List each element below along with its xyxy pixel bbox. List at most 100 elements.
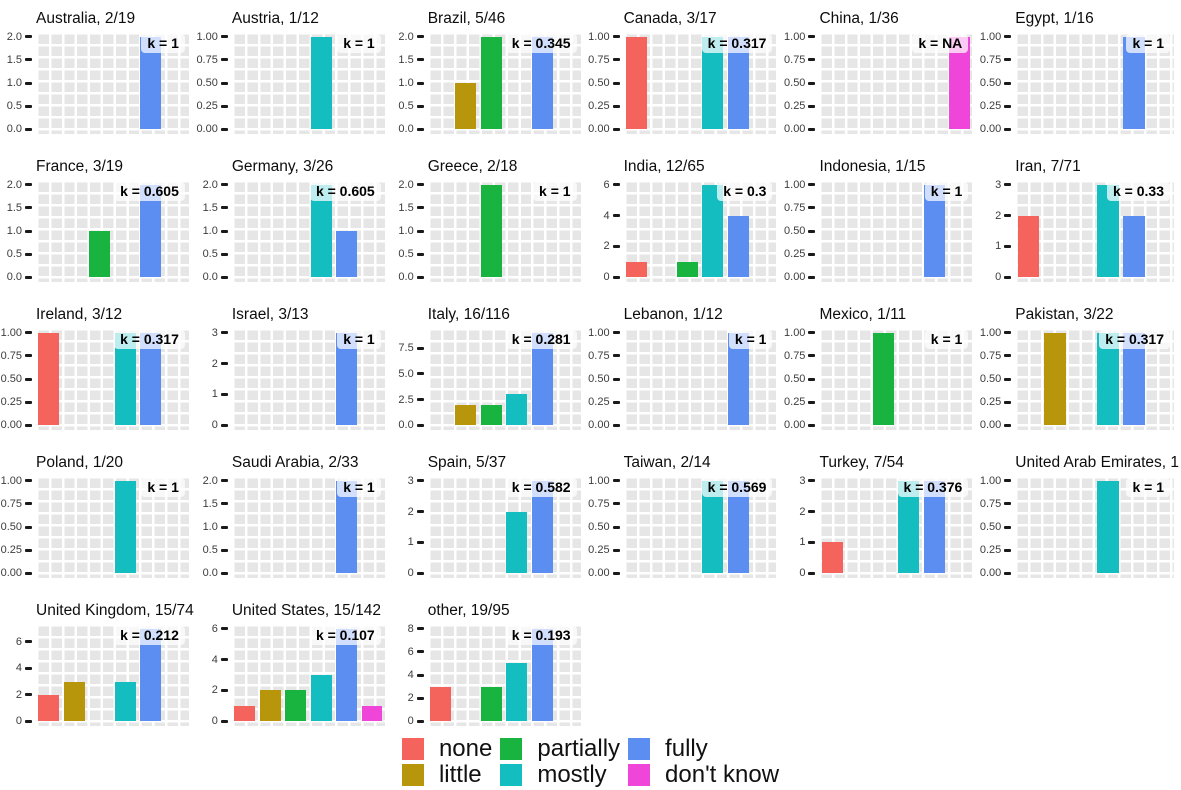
y-tick-label: 3 xyxy=(799,474,806,487)
plot-area: k = 1 xyxy=(36,32,189,134)
legend-item-mostly: mostly xyxy=(500,763,620,787)
y-tick-mark-icon xyxy=(1004,548,1012,552)
y-tick: 0.75 xyxy=(784,202,819,214)
y-tick: 0.25 xyxy=(980,100,1015,112)
y-tick: 0.50 xyxy=(588,373,623,385)
y-tick: 0.00 xyxy=(588,419,623,431)
y-tick: 0.00 xyxy=(196,123,231,135)
y-tick: 6 xyxy=(16,636,36,648)
y-tick-mark-icon xyxy=(25,275,32,279)
y-tick: 0.50 xyxy=(588,77,623,89)
y-tick-label: 0.0 xyxy=(398,419,414,432)
y-tick-label: 1.5 xyxy=(6,201,22,214)
y-axis: 6 4 2 0 xyxy=(196,623,232,727)
panel-title: Mexico, 1/11 xyxy=(819,306,907,323)
y-tick: 0 xyxy=(16,715,36,727)
y-tick: 2.5 xyxy=(398,394,427,406)
facet-panel: Mexico, 1/11 1.00 0.75 0.50 0.25 0.00 k = 1 xyxy=(783,299,979,447)
y-tick: 0.00 xyxy=(588,123,623,135)
facet-panel: Poland, 1/20 1.00 0.75 0.50 0.25 0.00 k = 1 xyxy=(0,447,196,595)
bar-fully xyxy=(727,480,749,574)
bar-fully xyxy=(140,332,162,426)
y-tick-mark-icon xyxy=(612,275,620,279)
y-tick-mark-icon xyxy=(220,81,228,85)
y-tick: 1.0 xyxy=(7,77,36,89)
y-tick-label: 0.50 xyxy=(588,521,610,533)
y-tick: 0.5 xyxy=(203,248,232,260)
plot-area: k = 0.212 xyxy=(36,624,189,726)
bar-mostly xyxy=(114,332,136,426)
y-tick-mark-icon xyxy=(25,206,32,210)
y-tick-mark-icon xyxy=(808,479,816,483)
y-tick-mark-icon xyxy=(25,640,32,644)
y-tick: 0.00 xyxy=(1,419,36,431)
kappa-label: k = 0.582 xyxy=(505,478,577,497)
plot-area: k = 0.193 xyxy=(427,624,581,726)
y-tick-label: 4 xyxy=(211,653,218,666)
y-tick-label: 2 xyxy=(211,684,218,697)
panel-title: Italy, 16/116 xyxy=(427,306,510,323)
y-tick-label: 2.0 xyxy=(6,30,22,43)
y-tick-mark-icon xyxy=(25,81,32,85)
y-tick: 3 xyxy=(408,475,428,487)
y-tick: 1.5 xyxy=(7,54,36,66)
y-tick-mark-icon xyxy=(416,673,424,677)
y-tick-label: 1.5 xyxy=(6,53,22,66)
y-tick: 2.0 xyxy=(398,179,427,191)
y-tick: 1.0 xyxy=(7,225,36,237)
y-tick: 0.25 xyxy=(588,544,623,556)
y-tick: 1 xyxy=(799,536,819,548)
y-tick-label: 0.75 xyxy=(588,349,610,362)
y-tick: 0.5 xyxy=(398,100,427,112)
y-tick-label: 0.50 xyxy=(0,521,22,533)
y-tick-mark-icon xyxy=(220,183,228,187)
plot-row: 6 4 2 0 k = 0.3 xyxy=(588,179,784,283)
y-tick-mark-icon xyxy=(416,127,424,131)
plot-area: k = 1 xyxy=(427,180,581,282)
y-tick-mark-icon xyxy=(808,275,816,279)
bar-fully xyxy=(140,628,162,722)
plot-area: k = 0.317 xyxy=(36,328,189,430)
y-tick-label: 0.75 xyxy=(979,349,1002,362)
plot-area: k = 0.281 xyxy=(427,328,581,430)
y-tick-label: 2 xyxy=(407,505,414,518)
bar-partially xyxy=(676,261,698,278)
y-tick-mark-icon xyxy=(1004,331,1012,335)
y-tick-mark-icon xyxy=(416,398,424,402)
y-tick-label: 2 xyxy=(407,692,414,705)
y-tick-label: 1.00 xyxy=(784,326,806,339)
y-tick-mark-icon xyxy=(1004,377,1012,381)
y-tick-mark-icon xyxy=(612,104,620,108)
y-tick: 1.0 xyxy=(203,521,232,533)
y-tick-label: 7.5 xyxy=(398,342,414,355)
y-tick: 0.00 xyxy=(1,567,36,579)
y-axis: 1.00 0.75 0.50 0.25 0.00 xyxy=(979,475,1015,579)
y-axis: 6 4 2 0 xyxy=(588,179,624,283)
y-tick: 0.75 xyxy=(784,54,819,66)
y-tick-label: 0.0 xyxy=(202,271,218,284)
y-tick-label: 0.0 xyxy=(6,271,22,284)
y-tick-mark-icon xyxy=(612,423,620,427)
y-tick: 1.00 xyxy=(196,31,231,43)
y-tick: 0.25 xyxy=(980,396,1015,408)
plot-row: 1.00 0.75 0.50 0.25 0.00 k = 1 xyxy=(979,475,1181,579)
y-tick-label: 0.50 xyxy=(784,225,806,237)
legend-label: little xyxy=(438,761,482,788)
y-tick: 1.5 xyxy=(398,54,427,66)
panel-title: China, 1/36 xyxy=(819,10,899,27)
plot-area: k = 0.317 xyxy=(623,32,777,134)
y-tick: 3 xyxy=(212,327,232,339)
y-tick-mark-icon xyxy=(416,479,424,483)
bar-fully xyxy=(140,184,162,278)
plot-row: 1.00 0.75 0.50 0.25 0.00 k = 1 xyxy=(0,475,196,579)
y-tick-label: 4 xyxy=(15,662,22,675)
y-tick-label: 0.25 xyxy=(196,100,218,113)
y-axis: 3 2 1 0 xyxy=(979,179,1015,283)
y-tick: 0.25 xyxy=(784,396,819,408)
legend-key-swatch xyxy=(401,738,424,760)
bar-partially xyxy=(285,690,307,722)
y-tick-mark-icon xyxy=(808,377,816,381)
y-tick: 0.5 xyxy=(7,100,36,112)
y-tick-mark-icon xyxy=(416,540,424,544)
panel-title: Australia, 2/19 xyxy=(36,10,136,27)
